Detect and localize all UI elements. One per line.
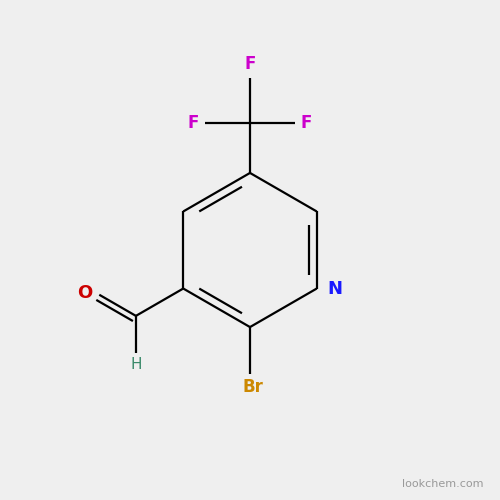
Text: lookchem.com: lookchem.com [402,478,483,488]
Text: N: N [328,280,342,297]
Text: H: H [130,357,141,372]
Text: F: F [300,114,312,132]
Text: O: O [77,284,92,302]
Text: F: F [244,56,256,74]
Text: Br: Br [242,378,263,396]
Text: F: F [188,114,200,132]
